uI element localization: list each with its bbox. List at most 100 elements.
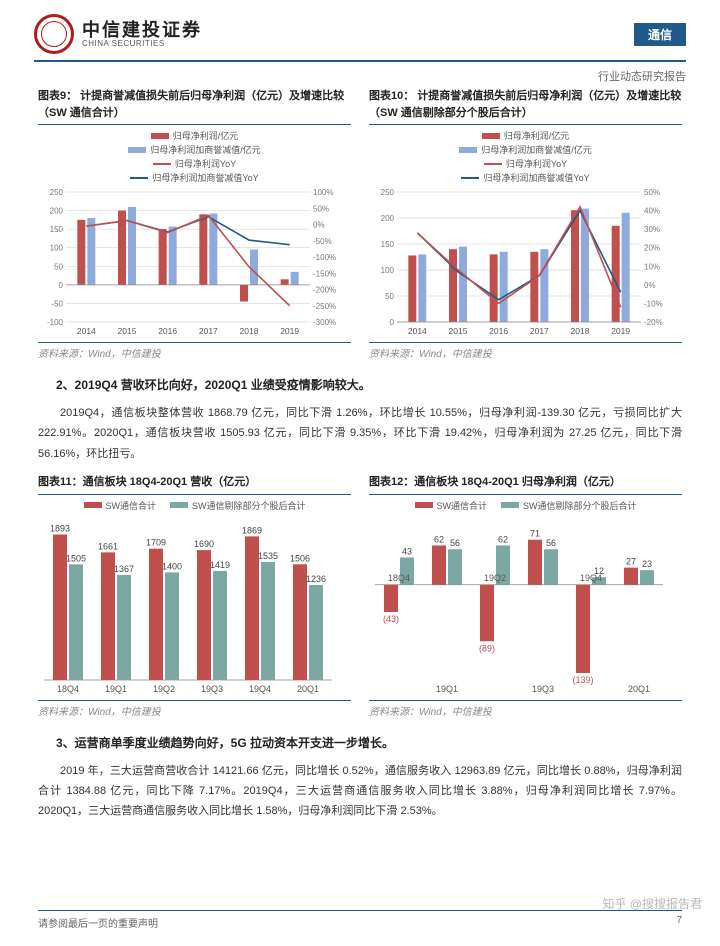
legend-item: 归母净利润YoY: [175, 157, 236, 170]
svg-text:-10%: -10%: [644, 299, 663, 308]
svg-text:-20%: -20%: [644, 318, 663, 327]
chart11-legend: SW通信合计 SW通信剔除部分个股后合计: [38, 499, 351, 512]
chart10-source: 资料来源：Wind，中信建投: [369, 342, 682, 360]
svg-text:50%: 50%: [313, 204, 329, 213]
brand-name-en: CHINA SECURITIES: [82, 39, 202, 48]
svg-text:56: 56: [450, 538, 460, 548]
svg-text:19Q1: 19Q1: [105, 684, 127, 694]
footer-page: 7: [676, 915, 682, 930]
svg-text:(89): (89): [479, 643, 495, 653]
svg-text:20Q1: 20Q1: [628, 684, 650, 694]
svg-text:62: 62: [498, 534, 508, 544]
svg-text:56: 56: [546, 538, 556, 548]
svg-text:0%: 0%: [313, 221, 325, 230]
chart9-legend: 归母净利润/亿元 归母净利润加商誉减值/亿元 归母净利润YoY 归母净利润加商誉…: [38, 129, 351, 184]
svg-text:19Q4: 19Q4: [580, 572, 602, 582]
svg-text:0%: 0%: [644, 281, 656, 290]
chart11-block: 图表11：通信板块 18Q4-20Q1 营收（亿元） SW通信合计 SW通信剔除…: [38, 474, 351, 718]
svg-text:1400: 1400: [162, 561, 182, 571]
logo-mark-icon: [34, 14, 74, 54]
svg-text:2018: 2018: [240, 326, 259, 336]
section3-heading: 3、运营商单季度业绩趋势向好，5G 拉动资本开支进一步增长。: [56, 734, 682, 751]
svg-text:1367: 1367: [114, 563, 134, 573]
legend-item: SW通信剔除部分个股后合计: [523, 499, 637, 512]
legend-item: 归母净利润加商誉减值/亿元: [150, 143, 261, 156]
svg-text:150: 150: [50, 225, 64, 234]
chart12-caption: 图表12：通信板块 18Q4-20Q1 归母净利润（亿元）: [369, 474, 682, 495]
logo: 中信建投证券 CHINA SECURITIES: [34, 14, 202, 54]
svg-text:0: 0: [59, 281, 64, 290]
chart9-caption: 图表9： 计提商誉减值损失前后归母净利润（亿元）及增速比较（SW 通信合计）: [38, 88, 351, 125]
legend-item: 归母净利润/亿元: [504, 129, 570, 142]
page: 中信建投证券 CHINA SECURITIES 通信 行业动态研究报告 图表9：…: [0, 0, 720, 946]
legend-item: 归母净利润加商誉减值/亿元: [481, 143, 592, 156]
svg-text:200: 200: [381, 214, 395, 223]
svg-text:18Q4: 18Q4: [57, 684, 79, 694]
svg-text:100: 100: [381, 266, 395, 275]
chart12-block: 图表12：通信板块 18Q4-20Q1 归母净利润（亿元） SW通信合计 SW通…: [369, 474, 682, 718]
svg-text:2014: 2014: [77, 326, 96, 336]
svg-text:-50: -50: [51, 299, 63, 308]
legend-item: 归母净利润加商誉减值YoY: [483, 171, 589, 184]
charts-row-1: 图表9： 计提商誉减值损失前后归母净利润（亿元）及增速比较（SW 通信合计） 归…: [38, 88, 682, 360]
svg-text:2016: 2016: [489, 326, 508, 336]
svg-text:1535: 1535: [258, 551, 278, 561]
svg-text:2019: 2019: [280, 326, 299, 336]
chart9-source: 资料来源：Wind，中信建投: [38, 342, 351, 360]
svg-text:19Q3: 19Q3: [201, 684, 223, 694]
chart10-block: 图表10： 计提商誉减值损失前后归母净利润（亿元）及增速比较（SW 通信剔除部分…: [369, 88, 682, 360]
svg-text:1869: 1869: [242, 525, 262, 535]
chart10-legend: 归母净利润/亿元 归母净利润加商誉减值/亿元 归母净利润YoY 归母净利润加商誉…: [369, 129, 682, 184]
legend-item: 归母净利润YoY: [506, 157, 567, 170]
svg-text:(43): (43): [383, 614, 399, 624]
chart12-legend: SW通信合计 SW通信剔除部分个股后合计: [369, 499, 682, 512]
svg-text:2016: 2016: [158, 326, 177, 336]
chart9-block: 图表9： 计提商誉减值损失前后归母净利润（亿元）及增速比较（SW 通信合计） 归…: [38, 88, 351, 360]
svg-text:2017: 2017: [199, 326, 218, 336]
svg-text:2015: 2015: [449, 326, 468, 336]
svg-text:1690: 1690: [194, 539, 214, 549]
section3-paragraph: 2019 年，三大运营商营收合计 14121.66 亿元，同比增长 0.52%，…: [38, 761, 682, 822]
svg-text:250: 250: [50, 188, 64, 197]
section2-paragraph: 2019Q4，通信板块整体营收 1868.79 亿元，同比下滑 1.26%，环比…: [38, 403, 682, 464]
svg-text:19Q2: 19Q2: [484, 572, 506, 582]
header: 中信建投证券 CHINA SECURITIES 通信: [0, 0, 720, 54]
svg-text:1661: 1661: [98, 541, 118, 551]
header-subtitle: 行业动态研究报告: [598, 68, 686, 84]
svg-text:-250%: -250%: [313, 302, 336, 311]
chart11-caption: 图表11：通信板块 18Q4-20Q1 营收（亿元）: [38, 474, 351, 495]
svg-text:50: 50: [54, 262, 63, 271]
svg-text:1419: 1419: [210, 559, 230, 569]
svg-text:62: 62: [434, 534, 444, 544]
chart10: 050100150200250-20%-10%0%10%20%30%40%50%…: [369, 188, 682, 338]
svg-text:1709: 1709: [146, 537, 166, 547]
svg-text:18Q4: 18Q4: [388, 572, 410, 582]
svg-text:27: 27: [626, 556, 636, 566]
svg-text:71: 71: [530, 528, 540, 538]
charts-row-2: 图表11：通信板块 18Q4-20Q1 营收（亿元） SW通信合计 SW通信剔除…: [38, 474, 682, 718]
header-divider: 行业动态研究报告: [34, 60, 686, 88]
svg-text:250: 250: [381, 188, 395, 197]
legend-item: 归母净利润加商誉减值YoY: [152, 171, 258, 184]
svg-text:2019: 2019: [611, 326, 630, 336]
svg-text:10%: 10%: [644, 262, 660, 271]
svg-text:30%: 30%: [644, 225, 660, 234]
header-tag: 通信: [634, 23, 686, 46]
svg-text:19Q4: 19Q4: [249, 684, 271, 694]
footer-note: 请参阅最后一页的重要声明: [38, 915, 158, 930]
svg-text:1506: 1506: [290, 553, 310, 563]
chart12-source: 资料来源：Wind，中信建投: [369, 700, 682, 718]
legend-item: SW通信合计: [106, 499, 157, 512]
svg-text:20%: 20%: [644, 244, 660, 253]
brand-name-cn: 中信建投证券: [82, 21, 202, 39]
svg-text:-50%: -50%: [313, 237, 332, 246]
svg-text:100: 100: [50, 244, 64, 253]
chart11: 1893150518Q41661136719Q11709140019Q21690…: [38, 516, 351, 696]
svg-text:2014: 2014: [408, 326, 427, 336]
svg-text:19Q2: 19Q2: [153, 684, 175, 694]
svg-text:19Q1: 19Q1: [436, 684, 458, 694]
svg-text:19Q3: 19Q3: [532, 684, 554, 694]
svg-text:-100%: -100%: [313, 253, 336, 262]
section2-heading: 2、2019Q4 营收环比向好，2020Q1 业绩受疫情影响较大。: [56, 376, 682, 393]
legend-item: SW通信剔除部分个股后合计: [192, 499, 306, 512]
